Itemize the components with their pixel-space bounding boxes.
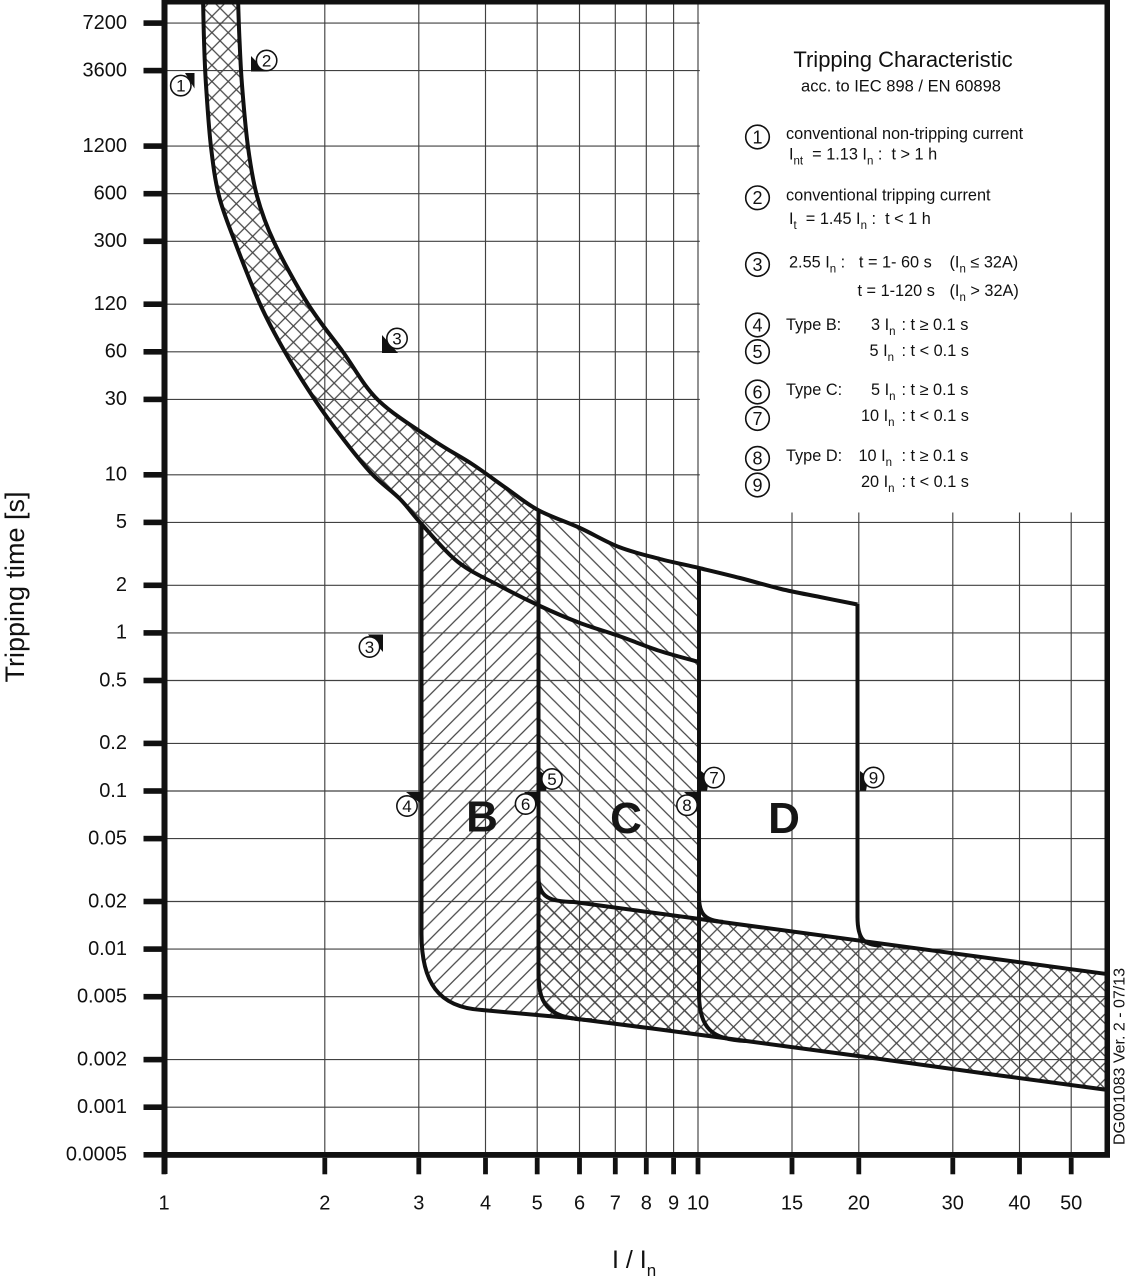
svg-text:DG001083 Ver. 2 - 07/13: DG001083 Ver. 2 - 07/13 [1112,968,1129,1145]
svg-text:8: 8 [641,1193,652,1215]
svg-text:4: 4 [480,1193,491,1215]
svg-text:B: B [466,793,498,842]
svg-text:2: 2 [319,1193,330,1215]
svg-text:5: 5 [116,511,127,533]
svg-text:10 In: 10 In [859,447,893,469]
svg-text:: t ≥ 0.1 s: : t ≥ 0.1 s [902,447,969,465]
svg-text:600: 600 [94,183,127,205]
svg-text:20: 20 [848,1193,870,1215]
svg-text:It = 1.45 In : t < 1 h: It = 1.45 In : t < 1 h [789,210,931,232]
svg-text:7: 7 [610,1193,621,1215]
svg-text:: t ≥ 0.1 s: : t ≥ 0.1 s [902,381,969,399]
svg-text:3: 3 [413,1193,424,1215]
svg-text:t = 1- 60 s: t = 1- 60 s [859,254,932,272]
svg-text:conventional non-tripping curr: conventional non-tripping current [786,125,1024,143]
svg-text:Tripping Characteristic: Tripping Characteristic [793,47,1012,72]
svg-text:1200: 1200 [83,135,128,157]
svg-text:(In ≤ 32A): (In ≤ 32A) [950,254,1019,276]
svg-text:9: 9 [869,769,878,788]
svg-text:6: 6 [574,1193,585,1215]
svg-text:9: 9 [752,475,762,495]
svg-text:1: 1 [158,1193,169,1215]
svg-text:3: 3 [752,255,762,275]
svg-text:30: 30 [942,1193,964,1215]
svg-text:: t ≥ 0.1 s: : t ≥ 0.1 s [902,316,969,334]
svg-text:acc. to IEC 898 / EN 60898: acc. to IEC 898 / EN 60898 [801,78,1001,96]
svg-text:0.0005: 0.0005 [66,1144,127,1166]
svg-text:5: 5 [532,1193,543,1215]
svg-text:0.05: 0.05 [88,827,127,849]
svg-text:Type D:: Type D: [786,447,842,465]
svg-text:8: 8 [752,449,762,469]
svg-text:10: 10 [105,464,127,486]
svg-text:(In > 32A): (In > 32A) [950,282,1019,304]
svg-text:0.005: 0.005 [77,986,127,1008]
svg-text:: t < 0.1 s: : t < 0.1 s [902,407,969,425]
svg-text:15: 15 [781,1193,803,1215]
svg-text:7200: 7200 [83,12,128,34]
svg-text:7: 7 [752,409,762,429]
svg-text:Tripping time [s]: Tripping time [s] [0,491,30,682]
svg-text:2: 2 [116,574,127,596]
svg-text:0.02: 0.02 [88,890,127,912]
svg-text:30: 30 [105,388,127,410]
svg-text:4: 4 [402,797,411,816]
svg-text:2: 2 [262,52,271,71]
svg-text:Type C:: Type C: [786,381,842,399]
svg-text:20 In: 20 In [861,473,895,495]
svg-text:1: 1 [176,77,185,96]
svg-text:t = 1-120 s: t = 1-120 s [858,282,935,300]
svg-text:6: 6 [521,795,530,814]
svg-text:: t < 0.1 s: : t < 0.1 s [902,473,969,491]
svg-text:0.5: 0.5 [99,669,127,691]
svg-text:0.001: 0.001 [77,1096,127,1118]
svg-text:5: 5 [547,770,556,789]
svg-text:10 In: 10 In [861,407,895,429]
svg-text:8: 8 [682,796,691,815]
svg-text:60: 60 [105,341,127,363]
svg-text:1: 1 [752,127,762,147]
svg-text:3: 3 [365,638,374,657]
svg-text:D: D [768,794,800,843]
svg-text:Type B:: Type B: [786,316,841,334]
svg-text:9: 9 [668,1193,679,1215]
svg-text:120: 120 [94,293,127,315]
svg-text:5: 5 [752,342,762,362]
svg-text:4: 4 [752,315,762,335]
svg-text:conventional tripping current: conventional tripping current [786,187,991,205]
svg-text:: t < 0.1 s: : t < 0.1 s [902,342,969,360]
svg-text:3600: 3600 [83,59,128,81]
svg-text:0.1: 0.1 [99,780,127,802]
svg-text:3: 3 [392,330,401,349]
svg-text:0.002: 0.002 [77,1048,127,1070]
svg-text:300: 300 [94,230,127,252]
svg-text:6: 6 [752,382,762,402]
svg-text:0.01: 0.01 [88,938,127,960]
svg-text:7: 7 [709,769,718,788]
svg-text:1: 1 [116,622,127,644]
svg-text:40: 40 [1008,1193,1030,1215]
svg-text:2: 2 [752,188,762,208]
svg-text:10: 10 [687,1193,709,1215]
svg-text:0.2: 0.2 [99,732,127,754]
svg-text:Int = 1.13 In : t > 1 h: Int = 1.13 In : t > 1 h [789,146,937,168]
svg-text:50: 50 [1060,1193,1082,1215]
svg-text:C: C [610,794,642,843]
